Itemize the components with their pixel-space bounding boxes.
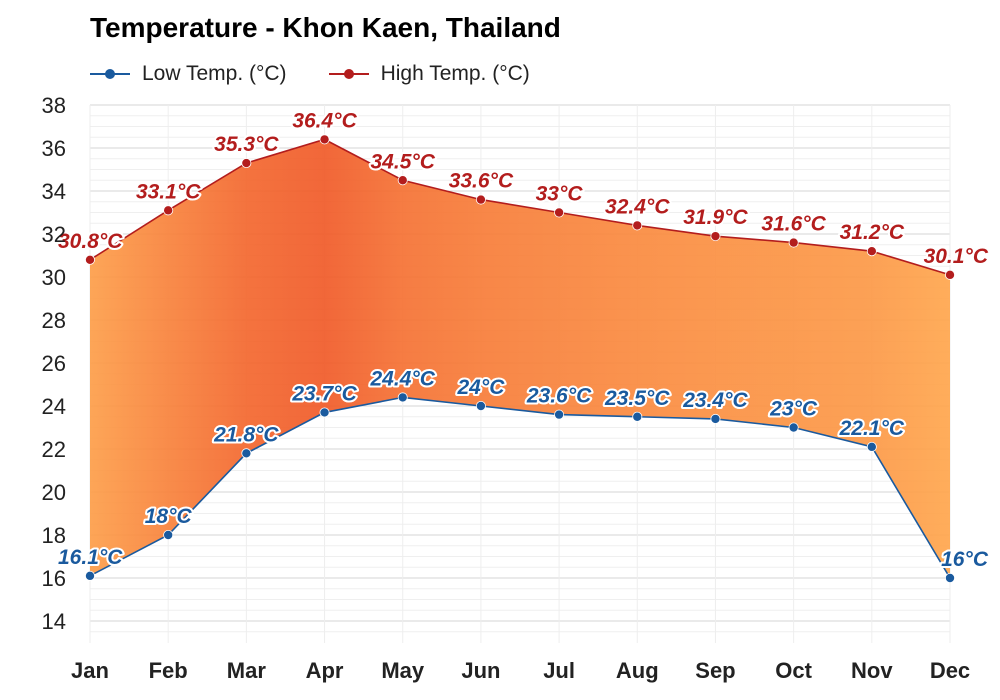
- x-tick-label-mar: Mar: [227, 658, 267, 683]
- data-label-high-jun: 33.6°C: [449, 170, 514, 193]
- y-tick-label: 32: [42, 222, 66, 247]
- temperature-range-area: [90, 139, 950, 578]
- y-tick-label: 38: [42, 93, 66, 118]
- x-tick-label-jan: Jan: [71, 658, 109, 683]
- x-tick-label-may: May: [381, 658, 425, 683]
- y-tick-label: 28: [42, 308, 66, 333]
- data-label-high-aug: 32.4°C: [605, 195, 670, 218]
- legend-swatch-low: [88, 67, 132, 81]
- x-tick-label-aug: Aug: [616, 658, 659, 683]
- data-point-low-oct: [788, 422, 799, 433]
- x-tick-label-nov: Nov: [851, 658, 893, 683]
- series-line-low: [89, 396, 951, 579]
- chart-title: Temperature - Khon Kaen, Thailand: [90, 12, 561, 43]
- x-tick-label-jul: Jul: [543, 658, 575, 683]
- data-label-low-oct: 23°C: [769, 398, 818, 421]
- data-label-low-jan: 16.1°C: [58, 546, 123, 569]
- x-tick-label-jun: Jun: [461, 658, 500, 683]
- data-label-low-dec: 16°C: [941, 548, 989, 571]
- data-label-high-nov: 31.2°C: [840, 221, 905, 244]
- x-tick-label-dec: Dec: [930, 658, 970, 683]
- data-label-low-feb: 18°C: [145, 505, 193, 528]
- data-point-high-apr: [319, 134, 330, 145]
- data-point-high-sep: [710, 231, 721, 242]
- series-lines: [89, 138, 951, 579]
- legend-item-low[interactable]: Low Temp. (°C): [88, 62, 287, 86]
- y-tick-label: 18: [42, 523, 66, 548]
- y-tick-label: 14: [42, 609, 66, 634]
- series-points: [85, 134, 956, 584]
- data-point-low-dec: [945, 573, 956, 584]
- data-label-high-dec: 30.1°C: [924, 245, 989, 268]
- data-label-low-mar: 21.8°C: [213, 423, 279, 446]
- data-label-low-sep: 23.4°C: [682, 389, 748, 412]
- legend-swatch-high: [327, 67, 371, 81]
- data-point-high-oct: [788, 237, 799, 248]
- data-label-high-may: 34.5°C: [371, 150, 436, 173]
- x-tick-label-apr: Apr: [306, 658, 344, 683]
- legend-label-low: Low Temp. (°C): [142, 62, 287, 85]
- data-point-low-apr: [319, 407, 330, 418]
- data-point-high-aug: [632, 220, 643, 231]
- legend-label-high: High Temp. (°C): [380, 62, 530, 85]
- data-point-low-nov: [866, 441, 877, 452]
- x-tick-label-sep: Sep: [695, 658, 735, 683]
- legend-item-high[interactable]: High Temp. (°C): [327, 62, 530, 86]
- data-point-high-may: [397, 175, 408, 186]
- data-point-high-dec: [945, 269, 956, 280]
- data-point-low-sep: [710, 413, 721, 424]
- data-point-high-jul: [554, 207, 565, 218]
- data-point-low-may: [397, 392, 408, 403]
- data-label-high-jul: 33°C: [536, 183, 584, 206]
- data-label-low-jul: 23.6°C: [526, 385, 592, 408]
- data-label-low-jun: 24°C: [456, 376, 505, 399]
- data-label-high-jan: 30.8°C: [58, 230, 123, 253]
- data-point-high-mar: [241, 158, 252, 169]
- y-tick-label: 24: [42, 394, 66, 419]
- data-point-high-jan: [85, 254, 96, 265]
- data-point-low-feb: [163, 530, 174, 541]
- data-label-low-may: 24.4°C: [370, 367, 436, 390]
- data-label-high-oct: 31.6°C: [761, 213, 826, 236]
- data-point-low-mar: [241, 448, 252, 459]
- data-point-low-jul: [554, 409, 565, 420]
- data-point-low-jan: [85, 570, 96, 581]
- y-tick-label: 16: [42, 566, 66, 591]
- axes: 14 16 18 20 22 24 26 28 30 32 34 36 38 Jan Feb Mar Apr Ma…: [42, 93, 971, 683]
- y-tick-label: 30: [42, 265, 66, 290]
- x-tick-label-oct: Oct: [775, 658, 812, 683]
- data-point-high-feb: [163, 205, 174, 216]
- data-point-low-jun: [475, 400, 486, 411]
- y-tick-label: 22: [42, 437, 66, 462]
- data-label-low-aug: 23.5°C: [604, 387, 670, 410]
- data-label-high-mar: 35.3°C: [214, 133, 279, 156]
- y-tick-label: 26: [42, 351, 66, 376]
- data-point-high-nov: [866, 246, 877, 257]
- data-point-high-jun: [475, 194, 486, 205]
- x-tick-label-feb: Feb: [149, 658, 188, 683]
- legend: Low Temp. (°C) High Temp. (°C): [88, 60, 570, 88]
- y-tick-label: 34: [42, 179, 66, 204]
- data-label-high-apr: 36.4°C: [292, 109, 357, 132]
- series-line-high: [89, 138, 951, 276]
- y-tick-label: 20: [42, 480, 66, 505]
- data-label-low-nov: 22.1°C: [839, 417, 905, 440]
- y-tick-label: 36: [42, 136, 66, 161]
- data-label-low-apr: 23.7°C: [291, 382, 357, 405]
- data-label-high-sep: 31.9°C: [683, 206, 748, 229]
- temperature-band: [90, 139, 950, 578]
- data-labels: 16.1°C 18°C 21.8°C 23.7°C 24.4°C 24°C 23.6°C 23…: [56, 107, 991, 573]
- data-label-high-feb: 33.1°C: [136, 180, 201, 203]
- data-point-low-aug: [632, 411, 643, 422]
